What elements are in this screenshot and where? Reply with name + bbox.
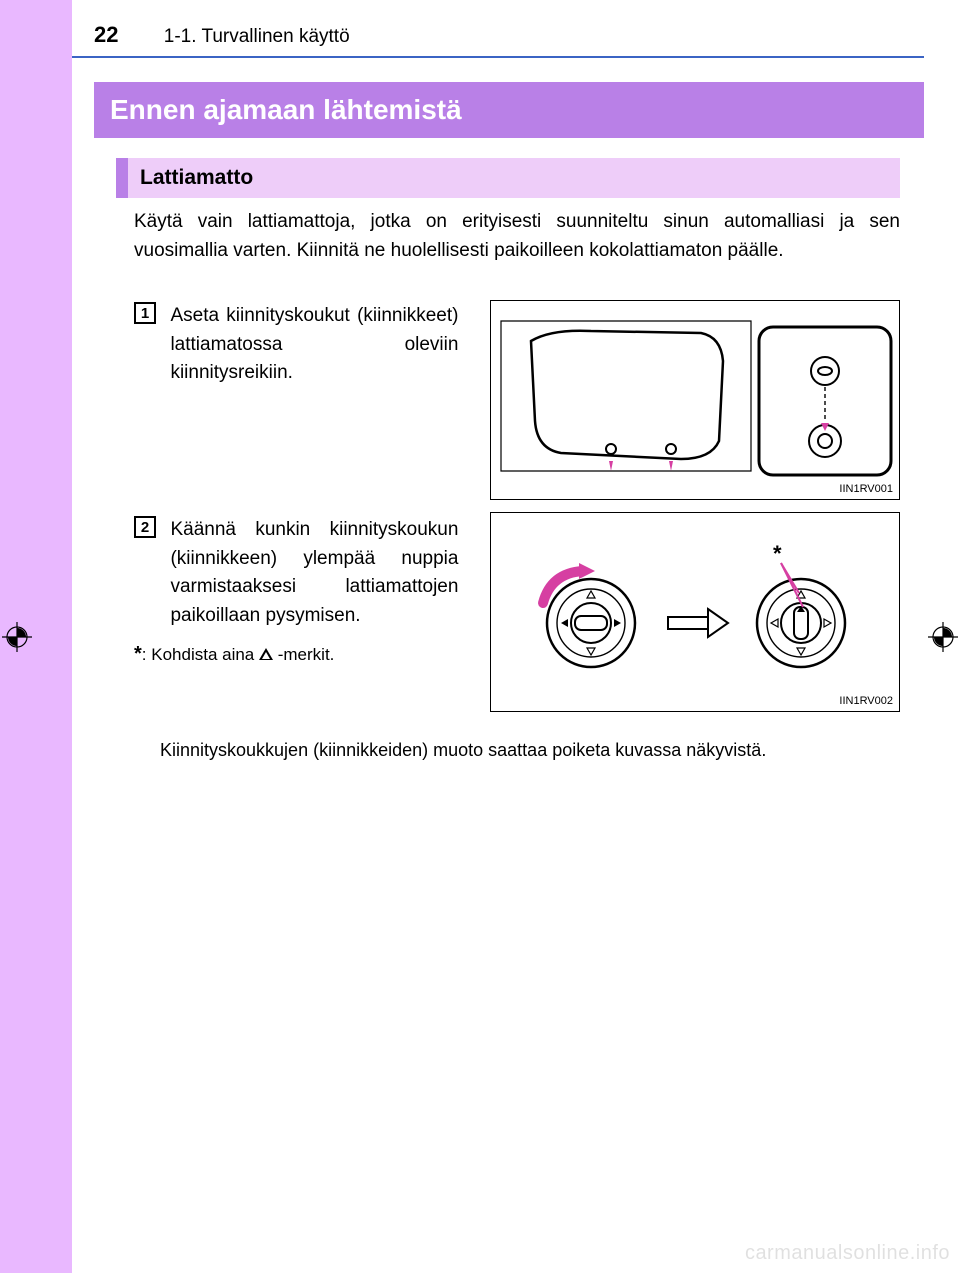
header-rule [72,56,924,58]
registration-mark-right-icon [928,622,958,652]
watermark: carmanualsonline.info [745,1242,950,1265]
step-1: 1 Aseta kiinnityskoukut (kiinnikkeet) la… [134,302,464,388]
figure-code: IIN1RV001 [839,483,893,495]
triangle-align-icon [259,648,273,660]
figure-2: * IIN1RV002 [490,512,900,712]
step-2: 2 Käännä kunkin kiinnityskoukun (kiinnik… [134,516,464,630]
registration-mark-left-icon [2,622,32,652]
page-number: 22 [94,22,118,47]
page-title: Ennen ajamaan lähtemistä [110,94,462,126]
subheading-band: Lattiamatto [116,158,900,198]
step-number-box: 2 [134,516,156,538]
footnote-mark: * [134,643,142,665]
figure-1: IIN1RV001 [490,300,900,500]
manual-page: 22 1-1. Turvallinen käyttö Ennen ajamaan… [0,0,960,1273]
figure-code: IIN1RV002 [839,695,893,707]
figure-2-illustration: * [491,513,901,713]
step-number-box: 1 [134,302,156,324]
section-label: 1-1. Turvallinen käyttö [164,26,350,47]
running-header: 22 1-1. Turvallinen käyttö [94,22,894,48]
footnote-text-after: -merkit. [273,645,334,664]
step-text: Aseta kiinnityskoukut (kiinnikkeet) latt… [170,302,458,388]
step-text: Käännä kunkin kiinnityskoukun (kiinnikke… [170,516,458,630]
bottom-note: Kiinnityskoukkujen (kiinnikkeiden) muoto… [160,740,900,761]
footnote-text-before: : Kohdista aina [142,645,259,664]
page-title-band: Ennen ajamaan lähtemistä [94,82,924,138]
footnote: *: Kohdista aina -merkit. [134,640,464,668]
intro-paragraph: Käytä vain lattiamattoja, jotka on erity… [134,208,900,265]
subheading: Lattiamatto [140,166,253,190]
figure-star-label: * [773,541,782,566]
figure-1-illustration [491,301,901,501]
